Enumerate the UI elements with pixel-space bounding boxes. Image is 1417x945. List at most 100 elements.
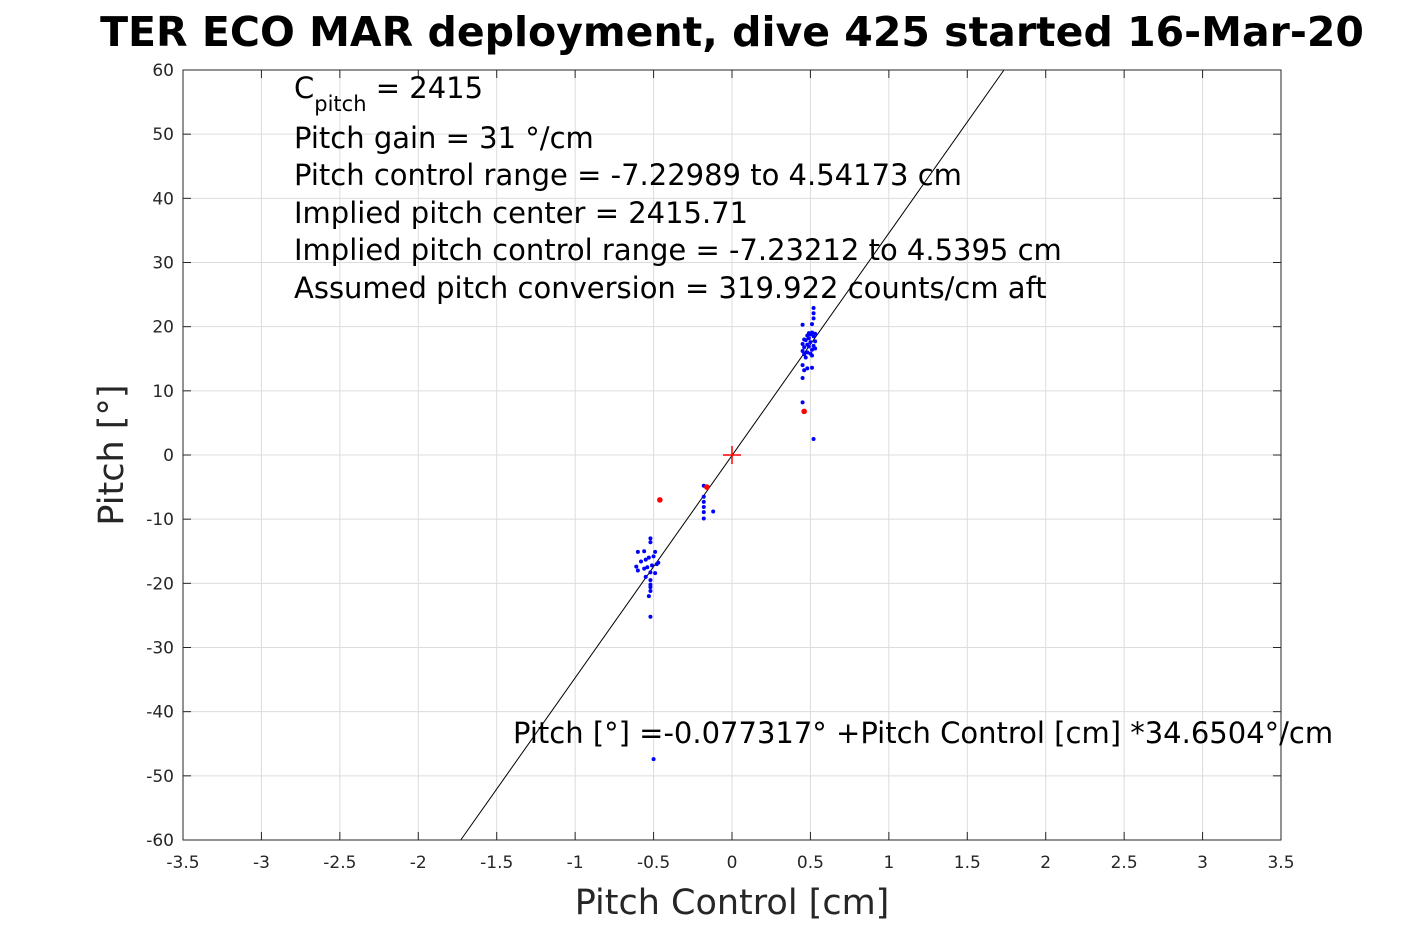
y-tick-label: 60 [152, 61, 174, 81]
blue-data-point [643, 574, 648, 579]
x-tick-label: -2.5 [323, 853, 356, 873]
blue-data-point [711, 509, 716, 514]
blue-data-point [800, 363, 805, 368]
x-axis-label: Pitch Control [cm] [575, 883, 890, 923]
blue-data-point [811, 306, 816, 311]
fit-equation: Pitch [°] =-0.077317° +Pitch Control [cm… [513, 716, 1333, 750]
data-points [634, 306, 818, 762]
blue-data-point [635, 549, 640, 554]
blue-data-point [813, 339, 818, 344]
blue-data-point [651, 757, 656, 762]
x-tick-label: 2.5 [1111, 853, 1138, 873]
chart-title: TER ECO MAR deployment, dive 425 started… [100, 8, 1364, 56]
blue-data-point [634, 564, 639, 569]
blue-data-point [639, 559, 644, 564]
annotation-line: Implied pitch center = 2415.71 [294, 196, 748, 230]
blue-data-point [635, 568, 640, 573]
blue-data-point [650, 563, 655, 568]
blue-data-point [813, 331, 818, 336]
x-tick-label: 1.5 [954, 853, 981, 873]
y-tick-label: -20 [146, 574, 174, 594]
blue-data-point [653, 571, 658, 576]
x-tick-label: 0 [727, 853, 738, 873]
x-tick-label: -2 [410, 853, 427, 873]
blue-data-point [806, 336, 811, 341]
y-tick-label: -50 [146, 767, 174, 787]
blue-data-point [800, 400, 805, 405]
blue-data-point [803, 338, 808, 343]
red-data-point [657, 497, 663, 503]
x-tick-label: 2 [1040, 853, 1051, 873]
blue-data-point [648, 589, 653, 594]
x-tick-label: -0.5 [637, 853, 670, 873]
annotation-line: Assumed pitch conversion = 319.922 count… [294, 271, 1047, 305]
y-tick-label: -10 [146, 510, 174, 530]
blue-data-point [811, 436, 816, 441]
blue-data-point [701, 510, 706, 515]
blue-data-point [651, 554, 656, 559]
blue-data-point [809, 322, 814, 327]
blue-data-point [800, 341, 805, 346]
y-tick-label: 10 [152, 382, 174, 402]
blue-data-point [813, 346, 818, 351]
y-tick-label: 0 [163, 446, 174, 466]
y-tick-label: -40 [146, 703, 174, 723]
blue-data-point [646, 555, 651, 560]
blue-data-point [645, 565, 650, 570]
c-pitch-value: = 2415 [367, 71, 484, 105]
blue-data-point [646, 594, 651, 599]
blue-data-point [642, 566, 647, 571]
blue-data-point [648, 585, 653, 590]
blue-data-point [648, 614, 653, 619]
blue-data-point [648, 578, 653, 583]
x-tick-label: 3.5 [1267, 853, 1294, 873]
y-tick-label: 50 [152, 125, 174, 145]
y-tick-label: 30 [152, 254, 174, 274]
blue-data-point [653, 549, 658, 554]
y-axis-label: Pitch [°] [92, 384, 132, 525]
c-pitch-base: C [294, 71, 314, 105]
annotation-line: Pitch gain = 31 °/cm [294, 121, 594, 155]
axis-ticks [182, 69, 1282, 841]
blue-data-point [800, 322, 805, 327]
blue-data-point [648, 536, 653, 541]
x-tick-label: 0.5 [797, 853, 824, 873]
blue-data-point [808, 340, 813, 345]
y-tick-label: 40 [152, 189, 174, 209]
blue-data-point [701, 494, 706, 499]
x-tick-label: -3.5 [166, 853, 199, 873]
blue-data-point [806, 344, 811, 349]
blue-data-point [654, 562, 659, 567]
y-tick-label: -60 [146, 831, 174, 851]
red-data-point [704, 484, 710, 490]
blue-data-point [811, 311, 816, 316]
y-tick-labels: -60 -50 -40 -30 -20 -10 0 10 20 30 40 50 60 [146, 61, 174, 851]
c-pitch-annotation: Cpitch = 2415 [294, 71, 483, 116]
x-tick-label: -1 [567, 853, 584, 873]
y-tick-label: -30 [146, 639, 174, 659]
annotation-line: Pitch control range = -7.22989 to 4.5417… [294, 158, 962, 192]
blue-data-point [809, 353, 814, 358]
blue-data-point [800, 349, 805, 354]
y-tick-label: 20 [152, 318, 174, 338]
x-tick-label: 3 [1197, 853, 1208, 873]
blue-data-point [809, 347, 814, 352]
blue-data-point [648, 540, 653, 545]
blue-data-point [802, 345, 807, 350]
blue-data-point [643, 557, 648, 562]
blue-data-point [809, 365, 814, 370]
blue-data-point [648, 570, 653, 575]
x-tick-labels: -3.5 -3 -2.5 -2 -1.5 -1 -0.5 0 0.5 1 1.5 2 2.5 3 3.5 [166, 853, 1294, 873]
annotation-line: Implied pitch control range = -7.23212 t… [294, 233, 1062, 267]
x-tick-label: 1 [883, 853, 894, 873]
blue-data-point [701, 504, 706, 509]
blue-data-point [701, 499, 706, 504]
c-pitch-subscript: pitch [314, 92, 366, 116]
blue-data-point [805, 366, 810, 371]
x-tick-label: -3 [253, 853, 270, 873]
x-tick-label: -1.5 [480, 853, 513, 873]
red-data-point [801, 408, 807, 415]
blue-data-point [809, 330, 814, 335]
blue-data-point [642, 549, 647, 554]
